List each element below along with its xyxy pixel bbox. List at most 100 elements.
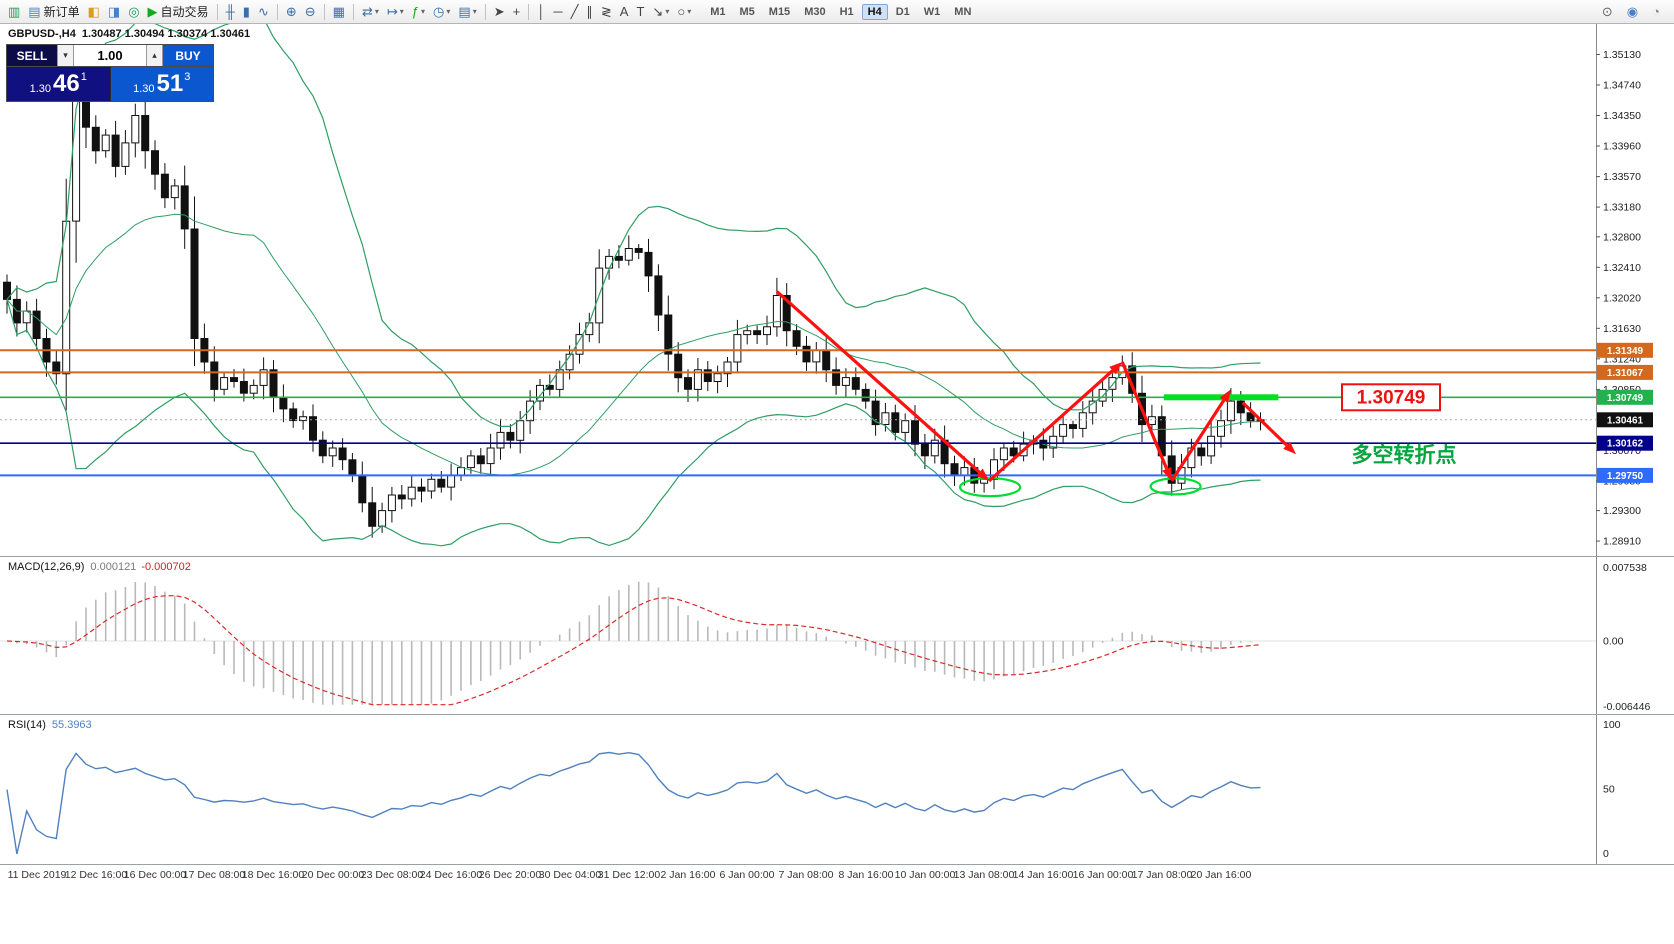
time-axis[interactable]: 11 Dec 2019 12 Dec 16:00 16 Dec 00:00 17 De… [0,864,1674,886]
community-icon[interactable]: ◉ [1623,2,1642,22]
trend-arrow-head[interactable] [976,468,990,481]
reversal-ellipse[interactable] [1149,477,1202,496]
new-order-button[interactable]: ▤ 新订单 [24,2,83,22]
timeframe-d1[interactable]: D1 [895,5,910,18]
new-order-button-icon: ▤ [28,4,41,19]
market-watch-icon[interactable]: ◧ [84,2,104,22]
arrows-icon[interactable]: ↘ ▾ [648,2,673,22]
trend-arrow-line[interactable] [1241,401,1288,447]
sell-price-button[interactable]: 1.30 46 1 [7,67,111,101]
arrows-icon: ↘ [652,4,664,19]
volume-input[interactable]: 1.00 [74,45,146,66]
toolbar: ▥ ▤ 新订单 ◧ ◨ ◎ ▶ 自动交易 ╫ ▮ ∿ ⊕ ⊖ ▦ ⇄ ▾ ↦ ▾ ƒ ▾ ◷ ▾ ▤ ▾ ➤ + │ ─ ╱ ∥ ≷ A T ↘ ▾… [0,0,1674,24]
timeframe-h4[interactable]: H4 [861,3,888,20]
buy-price-point: 3 [184,71,191,83]
price-axis-tick: 1.31630 [1603,323,1641,335]
shapes-icon[interactable]: ○ ▾ [673,2,695,22]
timeframe-h1[interactable]: H1 [839,5,854,18]
rsi-chart-svg[interactable]: 100 50 0 [0,715,1674,864]
chart-shift-icon-dropdown[interactable]: ▾ [399,7,404,16]
price-chart-svg[interactable]: 1.30749 多空转折点 1.35130 1.34740 1.34350 1.33960… [0,24,1674,556]
trendline-icon[interactable]: ╱ [567,2,583,22]
horizontal-line-icon[interactable]: ─ [549,2,566,22]
sell-price-prefix: 1.30 [29,83,52,95]
rsi-panel[interactable]: 100 50 0 RSI(14) 55.3963 [0,714,1674,864]
vertical-line-icon[interactable]: │ [533,2,549,22]
cursor-icon[interactable]: ➤ [490,2,509,22]
toolbar-right-icons: ⊙ ◉ ◔ [1598,2,1670,22]
trend-arrow-line[interactable] [1170,399,1226,482]
trend-arrow-head[interactable] [1283,441,1296,455]
trend-arrow-line[interactable] [988,369,1114,483]
tile-windows-icon[interactable]: ▦ [329,2,349,22]
line-chart-icon[interactable]: ∿ [254,2,273,22]
indicators-icon-dropdown[interactable]: ▾ [421,7,426,16]
trend-arrow-line[interactable] [1120,361,1169,470]
trend-arrow-head[interactable] [1162,467,1172,481]
buy-price-button[interactable]: 1.30 51 3 [110,67,213,101]
one-click-trade-panel: SELL ▾ 1.00 ▴ BUY 1.30 46 1 1.30 51 3 [6,44,214,102]
templates-icon-dropdown[interactable]: ▾ [472,7,477,16]
navigator-icon[interactable]: ◎ [124,2,143,22]
search-icon[interactable]: ⊙ [1598,2,1617,22]
chart-symbol-period: GBPUSD-,H4 [8,28,76,40]
text-icon[interactable]: A [616,2,633,22]
trend-arrow-head[interactable] [1219,389,1231,403]
equidistant-channel-icon: ∥ [586,4,593,19]
timeframe-mn[interactable]: MN [954,5,972,18]
profile-icon: ◔ [1652,4,1660,19]
time-axis-label: 26 Dec 20:00 [478,869,542,881]
zoom-out-icon[interactable]: ⊖ [301,2,320,22]
timeframe-m1[interactable]: M1 [710,5,726,18]
bar-chart-icon[interactable]: ╫ [222,2,239,22]
timeframe-m15[interactable]: M15 [768,5,791,18]
trend-arrow-line[interactable] [775,290,981,474]
rsi-scale-background [1597,715,1674,864]
volume-decrease-button[interactable]: ▾ [57,45,74,66]
macd-main-value: 0.000121 [90,561,137,573]
equidistant-channel-icon[interactable]: ∥ [582,2,597,22]
algo-trading-button[interactable]: ▶ 自动交易 [144,2,213,22]
timeframe-m30[interactable]: M30 [804,5,826,18]
shapes-icon-dropdown[interactable]: ▾ [687,7,692,16]
macd-panel[interactable]: 0.007538 0.00 -0.006446 MACD(12,26,9) 0.000… [0,556,1674,714]
periods-icon[interactable]: ◷ ▾ [429,2,454,22]
toolbar-separator [528,3,530,20]
profile-icon[interactable]: ◔ [1648,2,1664,22]
time-axis-label: 14 Jan 16:00 [1012,869,1074,881]
navigator-icon: ◎ [128,4,140,19]
price-axis-tick: 1.32410 [1603,262,1641,274]
crosshair-icon[interactable]: + [509,2,525,22]
data-window-icon[interactable]: ◨ [104,2,124,22]
timeframe-m5[interactable]: M5 [739,5,755,18]
templates-icon[interactable]: ▤ ▾ [454,2,480,22]
chart-shift-icon[interactable]: ↦ ▾ [383,2,408,22]
macd-chart-svg[interactable]: 0.007538 0.00 -0.006446 [0,557,1674,714]
indicators-icon[interactable]: ƒ ▾ [408,2,429,22]
arrows-icon-dropdown[interactable]: ▾ [665,7,670,16]
sell-button[interactable]: SELL [7,45,57,66]
candlestick-chart-icon[interactable]: ▮ [239,2,254,22]
buy-button[interactable]: BUY [163,45,213,66]
price-chart-panel[interactable]: 1.30749 多空转折点 1.35130 1.34740 1.34350 1.33960… [0,24,1674,556]
volume-increase-button[interactable]: ▴ [146,45,163,66]
auto-scroll-icon[interactable]: ⇄ ▾ [358,2,383,22]
price-scale-background [1597,24,1674,556]
price-tag [1597,389,1653,405]
shapes-icon: ○ [677,4,686,19]
price-callout-box[interactable] [1341,383,1441,412]
fibonacci-icon[interactable]: ≷ [597,2,616,22]
macd-signal-line [6,595,1261,706]
periods-icon-dropdown[interactable]: ▾ [446,7,451,16]
auto-scroll-icon-dropdown[interactable]: ▾ [374,7,379,16]
zoom-in-icon[interactable]: ⊕ [282,2,301,22]
turning-point-note-text[interactable]: 多空转折点 [1352,443,1457,467]
toolbar-separator [323,3,325,20]
price-axis-tick: 1.29300 [1603,505,1641,517]
timeframe-w1[interactable]: W1 [923,5,941,18]
label-icon[interactable]: T [632,2,648,22]
trend-arrow-head[interactable] [1109,362,1123,375]
label-icon: T [636,4,645,19]
tile-windows-icon: ▦ [332,4,345,19]
time-axis-label: 12 Dec 16:00 [64,869,128,881]
